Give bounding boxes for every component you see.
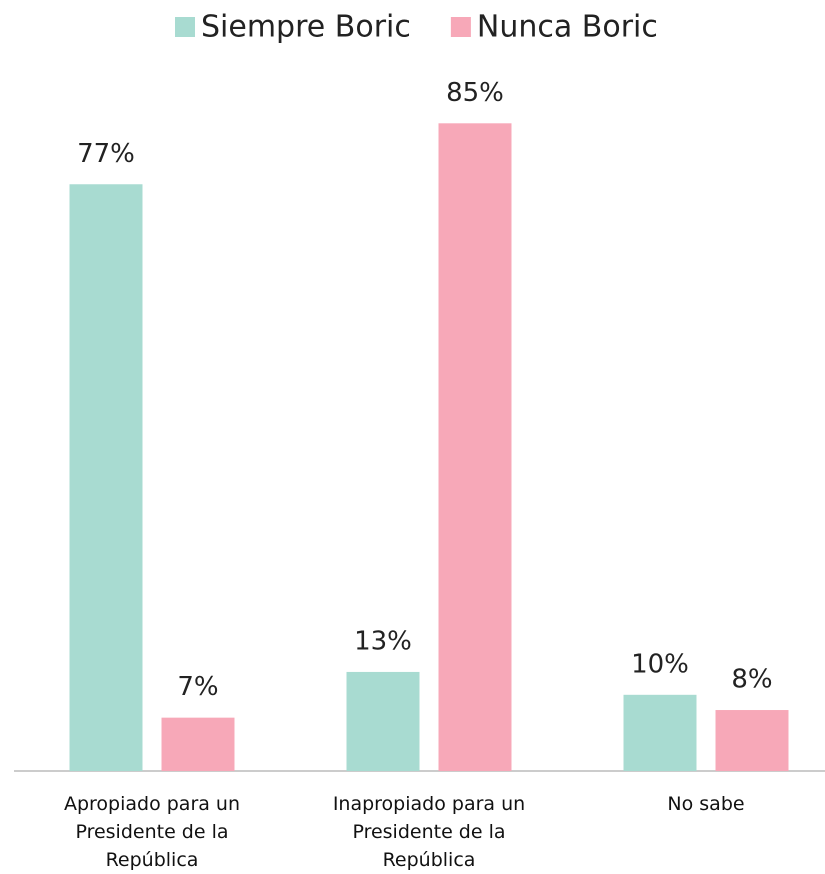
data-label: 85%: [446, 78, 504, 108]
bar: [623, 694, 697, 771]
bar: [346, 671, 420, 771]
legend-swatch: [450, 17, 471, 37]
x-tick-label: Apropiado para un Presidente de la Repúb…: [63, 793, 241, 871]
bar: [438, 123, 512, 772]
data-label: 77%: [77, 139, 135, 169]
x-tick-label: Inapropiado para un Presidente de la Rep…: [332, 793, 526, 871]
legend-swatch: [175, 17, 195, 37]
bar: [161, 717, 235, 771]
data-label: 8%: [731, 665, 772, 695]
legend-label: Siempre Boric: [201, 10, 411, 45]
x-tick-label: No sabe: [667, 793, 745, 815]
bar: [715, 710, 789, 771]
data-label: 10%: [631, 649, 689, 679]
bar: [69, 184, 143, 771]
data-label: 7%: [177, 672, 218, 702]
data-label: 13%: [354, 626, 412, 656]
legend-label: Nunca Boric: [477, 10, 658, 45]
